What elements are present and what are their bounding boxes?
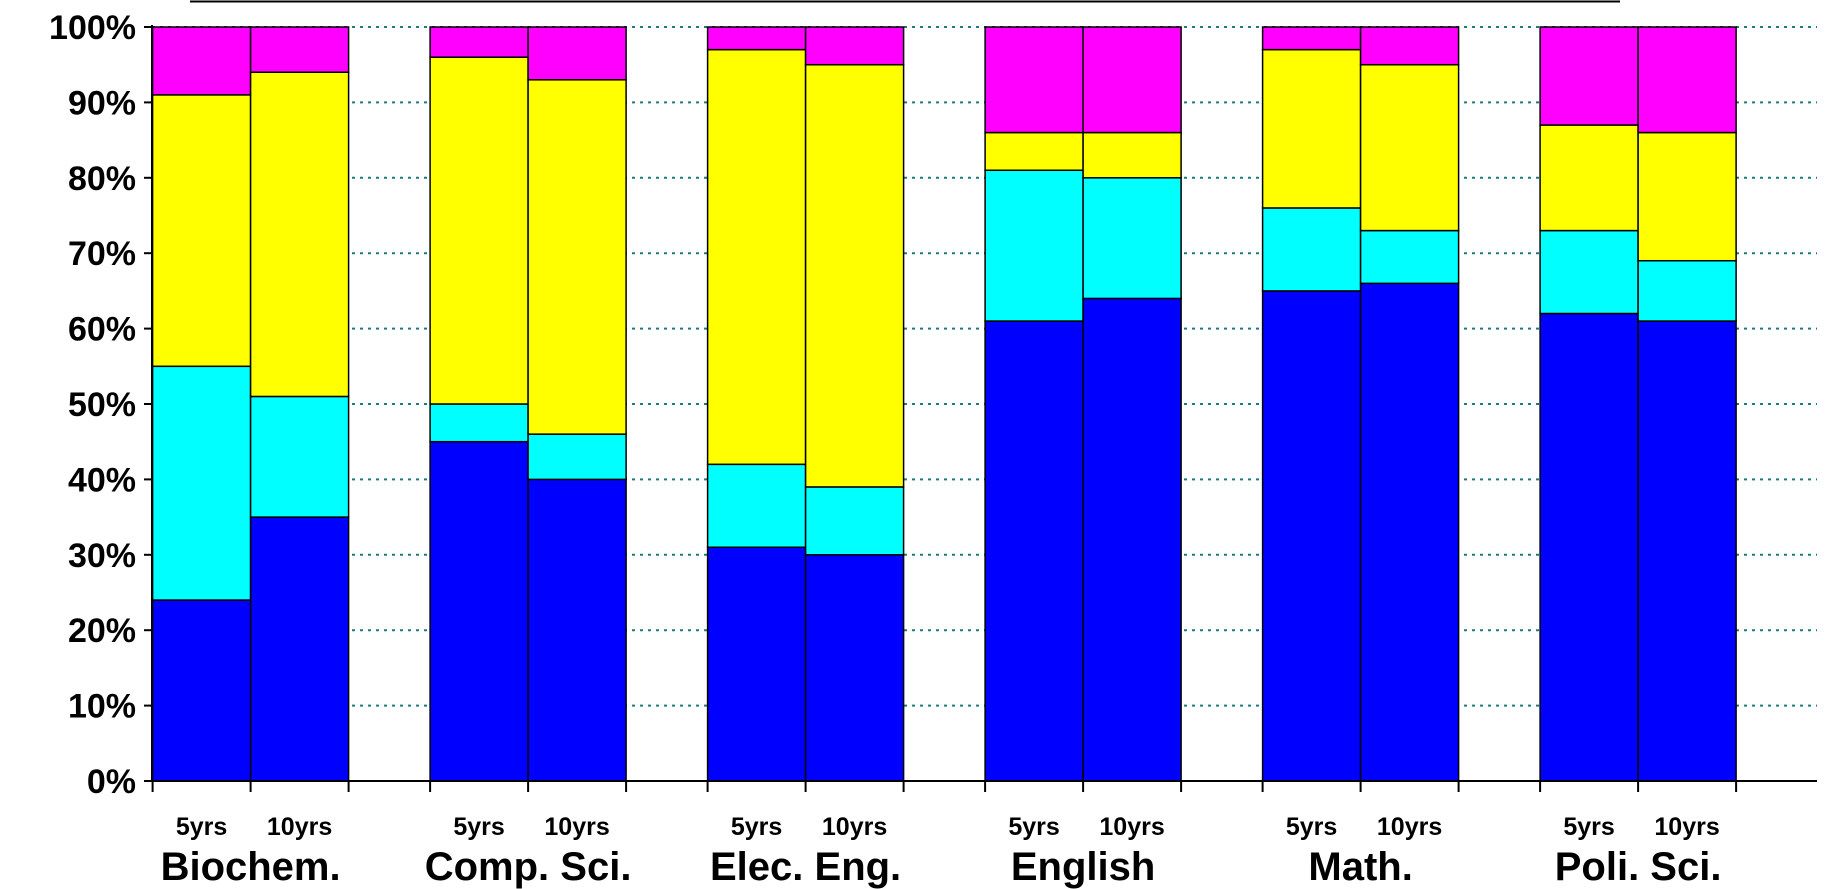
- x-group-label: English: [1011, 845, 1155, 889]
- x-subcategory-label: 10yrs: [822, 813, 887, 841]
- bar-segment: [1539, 312, 1639, 782]
- x-group-label: Biochem.: [161, 845, 341, 889]
- x-subcategory-label: 5yrs: [453, 813, 504, 841]
- x-subcategory-label: 5yrs: [176, 813, 227, 841]
- bar-segment: [984, 169, 1084, 322]
- bar-segment: [1637, 259, 1737, 322]
- bar-segment: [706, 546, 807, 782]
- y-tick-label: 90%: [68, 84, 136, 122]
- y-tick-label: 10%: [68, 688, 136, 726]
- y-tick-label: 100%: [49, 9, 136, 47]
- bar-segment: [984, 131, 1084, 172]
- bar-segment: [1261, 26, 1362, 51]
- bar-segment: [527, 26, 627, 81]
- bar-segment: [249, 395, 350, 518]
- bar-segment: [1637, 131, 1737, 262]
- y-tick-label: 30%: [68, 537, 136, 575]
- bar-segment: [1082, 177, 1182, 300]
- bar-segment: [527, 478, 627, 782]
- y-tick-label: 0%: [87, 763, 136, 801]
- bar-segment: [429, 440, 529, 782]
- y-tick-label: 80%: [68, 160, 136, 198]
- x-subcategory-label: 10yrs: [267, 813, 332, 841]
- bar-segment: [151, 26, 252, 96]
- bar-segment: [429, 403, 529, 443]
- bar-segment: [1261, 207, 1362, 292]
- bar-segment: [1359, 63, 1460, 232]
- x-subcategory-label: 10yrs: [1099, 813, 1164, 841]
- bar-segment: [1539, 229, 1639, 315]
- bar-segment: [1359, 282, 1460, 782]
- y-tick-label: 20%: [68, 612, 136, 650]
- y-tick-labels: 0% 10% 20% 30% 40% 50% 60% 70% 80% 90% 100%: [49, 9, 136, 801]
- x-group-label: Comp. Sci.: [425, 845, 632, 889]
- bar-segment: [706, 463, 807, 549]
- bar-segment: [527, 433, 627, 481]
- bar-segment: [984, 320, 1084, 782]
- bar-segment: [706, 26, 807, 51]
- bar-segment: [429, 56, 529, 405]
- bars: [151, 26, 1737, 782]
- y-axis: [144, 0, 1817, 792]
- x-subcategory-label: 10yrs: [1654, 813, 1719, 841]
- bar-segment: [1637, 26, 1737, 134]
- bar-segment: [1261, 290, 1362, 782]
- bar-segment: [804, 486, 905, 556]
- bar-segment: [804, 63, 905, 488]
- x-subcategory-label: 5yrs: [1563, 813, 1614, 841]
- bar-segment: [151, 599, 252, 782]
- bar-segment: [249, 516, 350, 782]
- y-tick-label: 40%: [68, 461, 136, 499]
- bar-segment: [1359, 229, 1460, 285]
- x-group-label: Elec. Eng.: [710, 845, 901, 889]
- bar-segment: [1082, 297, 1182, 782]
- bar-segment: [1359, 26, 1460, 66]
- bar-segment: [527, 79, 627, 435]
- bar-segment: [706, 48, 807, 466]
- bar-segment: [151, 365, 252, 601]
- bar-segment: [1082, 26, 1182, 134]
- y-tick-label: 70%: [68, 235, 136, 273]
- bar-segment: [1261, 48, 1362, 209]
- x-subcategory-label: 10yrs: [1377, 813, 1442, 841]
- bar-segment: [429, 26, 529, 58]
- y-tick-label: 60%: [68, 311, 136, 349]
- bar-segment: [1082, 131, 1182, 179]
- x-subcategory-label: 5yrs: [731, 813, 782, 841]
- bar-segment: [804, 554, 905, 782]
- x-labels: 5yrs 10yrs Biochem. 5yrs 10yrs Comp. Sci. 5yrs…: [161, 813, 1722, 889]
- x-subcategory-label: 5yrs: [1286, 813, 1337, 841]
- bar-segment: [984, 26, 1084, 134]
- x-group-label: Poli. Sci.: [1555, 845, 1722, 889]
- y-tick-label: 50%: [68, 386, 136, 424]
- x-subcategory-label: 5yrs: [1008, 813, 1059, 841]
- x-group-label: Math.: [1308, 845, 1412, 889]
- bar-segment: [151, 94, 252, 368]
- bar-segment: [249, 71, 350, 398]
- x-subcategory-label: 10yrs: [544, 813, 609, 841]
- bar-segment: [1637, 320, 1737, 782]
- bar-segment: [804, 26, 905, 66]
- bar-segment: [1539, 26, 1639, 126]
- bar-segment: [1539, 124, 1639, 232]
- bar-segment: [249, 26, 350, 73]
